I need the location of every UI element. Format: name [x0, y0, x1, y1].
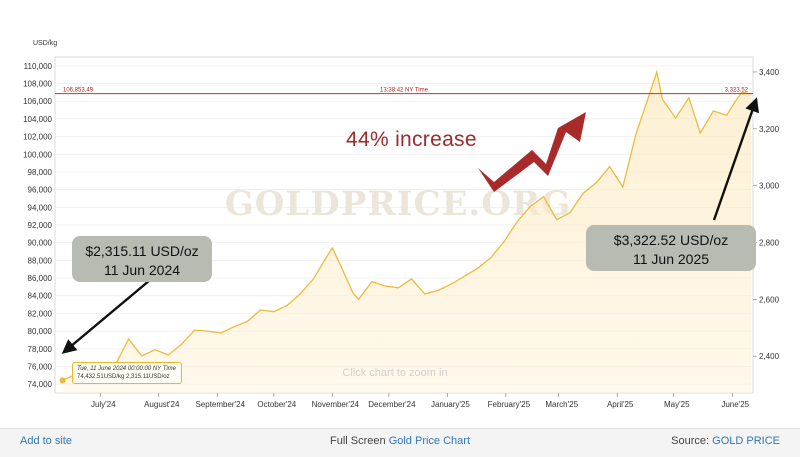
- full-screen-prefix: Full Screen: [329, 435, 386, 447]
- start-price-callout: $2,315.11 USD/oz 11 Jun 2024: [72, 236, 212, 282]
- tooltip-values: 74,432.51USD/kg 2,315.11USD/oz: [77, 374, 170, 380]
- y-left-tick-label: 92,000: [28, 221, 53, 230]
- y-left-tick-label: 88,000: [28, 256, 53, 265]
- chart-tooltip: Tue, 11 June 2024 00:00:00 NY Time 74,43…: [72, 362, 182, 384]
- end-price-value: $3,322.52 USD/oz: [613, 232, 729, 248]
- y-right-tick-label: 2,400: [759, 352, 780, 361]
- full-screen-text: Full Screen Gold Price Chart: [0, 435, 800, 447]
- x-tick-label: February'25: [488, 400, 531, 409]
- y-left-tick-label: 90,000: [28, 239, 53, 248]
- x-tick-label: October'24: [257, 400, 296, 409]
- start-price-date: 11 Jun 2024: [103, 262, 181, 278]
- y-right-axis: 2,400 2,600 2,800 3,000 3,200 3,400: [753, 68, 780, 361]
- reference-left-label: 106,853.49: [63, 88, 94, 94]
- y-left-tick-label: 108,000: [23, 80, 52, 89]
- right-callout-arrow: [712, 97, 759, 221]
- left-callout-arrow: [61, 279, 151, 354]
- y-left-tick-label: 74,000: [28, 380, 53, 389]
- tooltip-date: Tue, 11 June 2024 00:00:00 NY Time: [77, 366, 177, 372]
- watermark: GOLDPRICE.ORG: [225, 184, 572, 224]
- y-left-tick-label: 106,000: [23, 97, 52, 106]
- y-right-tick-label: 3,000: [759, 182, 780, 191]
- x-tick-label: July'24: [91, 400, 116, 409]
- y-right-tick-label: 2,800: [759, 238, 780, 247]
- y-left-tick-label: 86,000: [28, 274, 53, 283]
- source-prefix: Source:: [671, 435, 710, 447]
- x-tick-label: November'24: [312, 400, 360, 409]
- series-line: [62, 69, 752, 381]
- increase-label: 44% increase: [346, 128, 477, 151]
- x-tick-label: December'24: [368, 400, 416, 409]
- x-tick-label: August'24: [144, 400, 180, 409]
- y-right-tick-label: 2,600: [759, 295, 780, 304]
- start-point-marker: [59, 377, 66, 384]
- gold-price-chart-link[interactable]: Gold Price Chart: [388, 435, 470, 447]
- end-price-callout: $3,322.52 USD/oz 11 Jun 2025: [586, 225, 756, 271]
- x-axis: July'24 August'24 September'24 October'24 No…: [91, 393, 750, 409]
- y-left-tick-label: 84,000: [28, 292, 53, 301]
- start-price-value: $2,315.11 USD/oz: [85, 243, 199, 259]
- y-left-tick-label: 98,000: [28, 168, 53, 177]
- end-price-date: 11 Jun 2025: [632, 251, 710, 267]
- y-left-tick-label: 100,000: [23, 150, 52, 159]
- y-left-tick-label: 96,000: [28, 186, 53, 195]
- increase-arrow-icon: [478, 112, 586, 192]
- add-to-site-link[interactable]: Add to site: [20, 435, 72, 447]
- chart-footer: Add to site Full Screen Gold Price Chart…: [0, 428, 800, 457]
- y-left-tick-label: 78,000: [28, 345, 53, 354]
- y-left-axis: 74,000 76,000 78,000 80,000 82,000 84,000 86,0…: [23, 62, 52, 389]
- x-tick-label: June'25: [721, 400, 749, 409]
- y-left-tick-label: 76,000: [28, 362, 53, 371]
- y-left-unit: USD/kg: [33, 40, 57, 47]
- y-left-tick-label: 94,000: [28, 203, 53, 212]
- gold-price-source-link[interactable]: GOLD PRICE: [712, 435, 780, 447]
- y-left-tick-label: 110,000: [24, 62, 53, 71]
- reference-center-label: 13:38:42 NY Time: [380, 88, 429, 94]
- zoom-hint: Click chart to zoom in: [342, 367, 447, 379]
- y-left-tick-label: 82,000: [28, 309, 53, 318]
- y-left-tick-label: 104,000: [23, 115, 52, 124]
- y-left-tick-label: 102,000: [23, 133, 52, 142]
- x-tick-label: March'25: [545, 400, 578, 409]
- x-tick-label: April'25: [607, 400, 634, 409]
- series-area: [62, 72, 752, 393]
- x-tick-label: January'25: [431, 400, 470, 409]
- y-right-tick-label: 3,400: [759, 68, 780, 77]
- source-text: Source: GOLD PRICE: [671, 435, 780, 447]
- y-right-tick-label: 3,200: [759, 125, 780, 134]
- reference-right-label: 3,323.52: [725, 88, 749, 94]
- y-left-tick-label: 80,000: [28, 327, 53, 336]
- x-tick-label: May'25: [664, 400, 690, 409]
- x-tick-label: September'24: [195, 400, 245, 409]
